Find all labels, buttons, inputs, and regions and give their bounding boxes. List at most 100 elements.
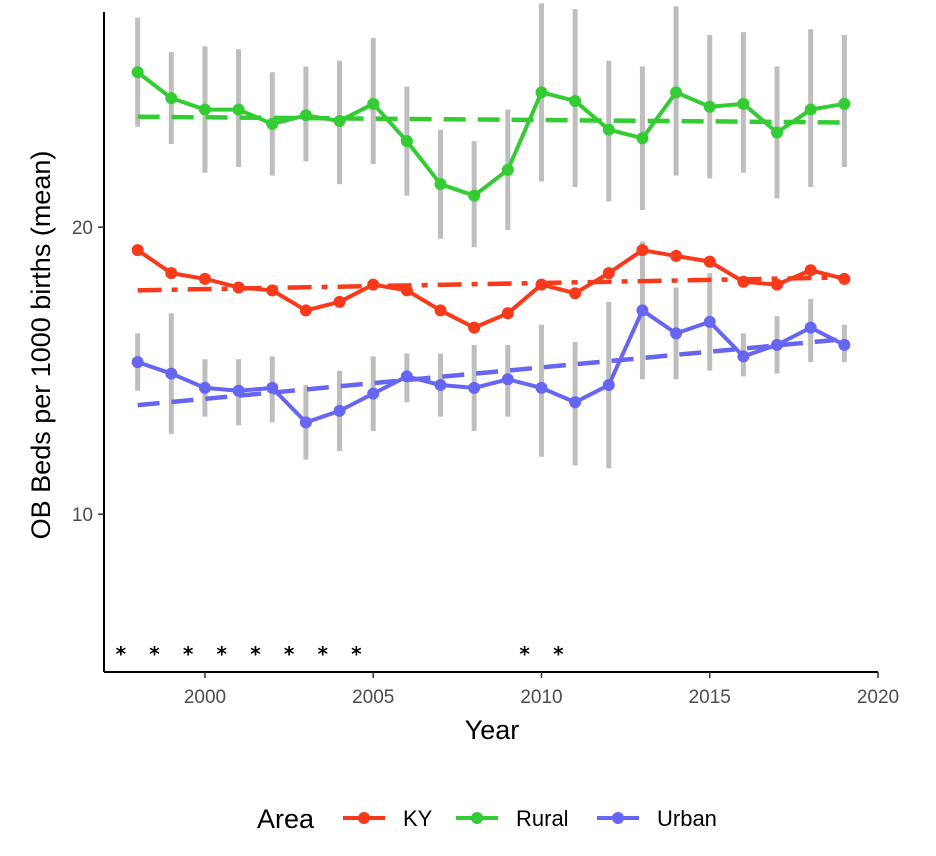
data-point-ky [670, 249, 683, 262]
data-point-urban [569, 396, 582, 409]
data-point-urban [703, 315, 716, 328]
data-point-rural [737, 97, 750, 110]
x-tick-label: 2015 [689, 687, 731, 708]
series-line-ky [136, 248, 845, 330]
series-line-rural [136, 70, 845, 198]
legend-label-rural: Rural [516, 806, 569, 831]
significance-star: * [318, 642, 329, 666]
data-point-rural [400, 135, 413, 148]
data-point-rural [468, 189, 481, 202]
data-point-ky [703, 255, 716, 268]
significance-star: * [553, 642, 564, 666]
legend-label-ky: KY [403, 806, 433, 831]
x-axis-ticks: 2000 2005 2010 2015 2020 [184, 672, 899, 708]
data-point-urban [266, 381, 279, 394]
data-point-rural [266, 117, 279, 130]
data-point-urban [400, 370, 413, 383]
y-tick-label: 20 [72, 218, 93, 239]
data-point-urban [737, 350, 750, 363]
y-tick-label: 10 [72, 505, 93, 526]
data-point-rural [636, 132, 649, 145]
x-axis-title: Year [465, 715, 520, 745]
data-point-urban [771, 338, 784, 351]
data-point-urban [501, 373, 514, 386]
data-point-ky [367, 278, 380, 291]
data-point-urban [804, 321, 817, 334]
data-point-urban [434, 379, 447, 392]
data-point-urban [198, 381, 211, 394]
data-point-rural [131, 66, 144, 79]
data-point-urban [131, 356, 144, 369]
significance-star: * [250, 642, 261, 666]
data-point-ky [468, 321, 481, 334]
data-point-rural [670, 86, 683, 99]
data-point-urban [367, 387, 380, 400]
data-point-rural [165, 92, 178, 105]
data-point-rural [434, 178, 447, 191]
data-point-rural [367, 97, 380, 110]
data-point-urban [670, 327, 683, 340]
significance-star: * [149, 642, 160, 666]
data-point-ky [165, 267, 178, 280]
significance-star: * [519, 642, 530, 666]
data-point-rural [198, 103, 211, 116]
data-point-urban [838, 338, 851, 351]
legend-key-point-ky [358, 812, 370, 824]
significance-star: * [217, 642, 228, 666]
data-point-urban [602, 379, 615, 392]
significance-star: * [116, 642, 127, 666]
data-point-ky [602, 267, 615, 280]
data-point-rural [569, 94, 582, 107]
x-tick-label: 2020 [857, 687, 899, 708]
data-point-rural [602, 123, 615, 136]
y-axis-ticks: 10 20 [72, 218, 104, 526]
significance-markers: * * * * * * * * * * [116, 642, 564, 666]
data-point-ky [400, 284, 413, 297]
significance-star: * [284, 642, 295, 666]
data-point-ky [232, 281, 245, 294]
legend-key-point-rural [471, 812, 483, 824]
trend-lines [137, 114, 845, 408]
data-point-rural [838, 97, 851, 110]
data-point-ky [501, 307, 514, 320]
data-point-rural [333, 115, 346, 128]
trend-line-urban [137, 336, 845, 408]
data-point-ky [535, 278, 548, 291]
data-point-ky [636, 244, 649, 257]
data-point-urban [535, 381, 548, 394]
series-points [131, 66, 851, 429]
data-point-ky [804, 264, 817, 277]
data-point-rural [232, 103, 245, 116]
data-point-ky [771, 278, 784, 291]
data-point-urban [468, 381, 481, 394]
significance-star: * [351, 642, 362, 666]
y-axis-title: OB Beds per 1000 births (mean) [26, 151, 56, 540]
data-point-rural [703, 100, 716, 113]
x-tick-label: 2010 [520, 687, 562, 708]
data-point-urban [299, 416, 312, 429]
data-point-ky [333, 295, 346, 308]
x-tick-label: 2000 [184, 687, 226, 708]
error-bars [135, 3, 847, 469]
legend-label-urban: Urban [657, 806, 717, 831]
data-point-rural [804, 103, 817, 116]
data-point-urban [232, 384, 245, 397]
data-point-ky [434, 304, 447, 317]
data-point-urban [333, 404, 346, 417]
data-point-rural [771, 126, 784, 139]
legend-key-point-urban [612, 812, 624, 824]
data-point-ky [737, 275, 750, 288]
x-tick-label: 2005 [352, 687, 394, 708]
data-point-ky [131, 244, 144, 257]
legend-title: Area [257, 804, 315, 834]
trend-line-rural [137, 114, 845, 125]
data-point-urban [165, 367, 178, 380]
legend: Area KY Rural Urban [257, 804, 717, 834]
data-point-ky [569, 287, 582, 300]
data-point-urban [636, 304, 649, 317]
significance-star: * [183, 642, 194, 666]
data-point-ky [266, 284, 279, 297]
series-lines [136, 70, 846, 425]
data-point-ky [838, 272, 851, 285]
